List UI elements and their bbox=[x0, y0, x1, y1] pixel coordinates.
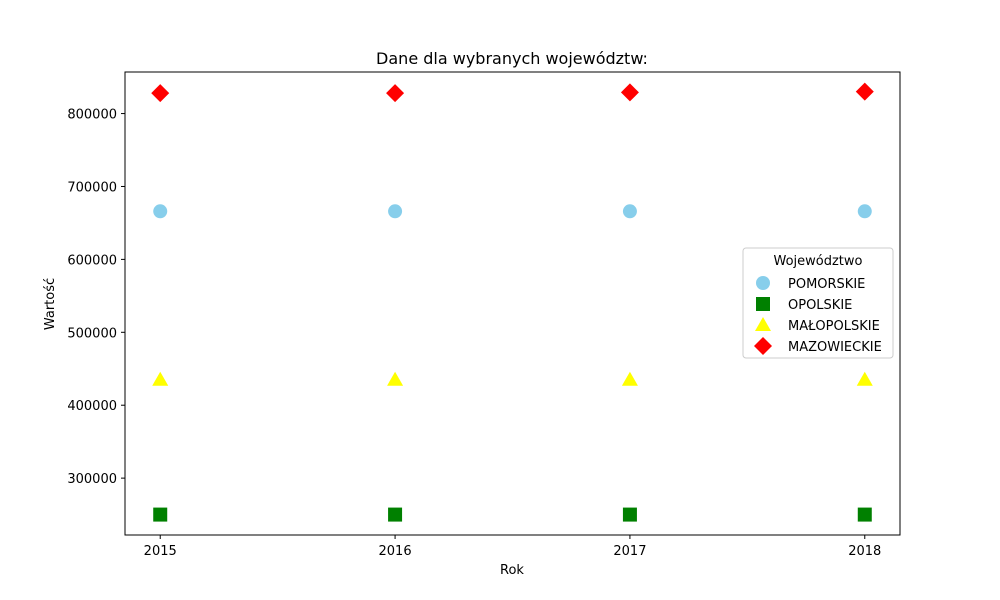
y-tick-label: 700000 bbox=[67, 180, 117, 195]
y-axis-label: Wartość bbox=[43, 278, 58, 330]
plot-frame bbox=[124, 71, 901, 536]
legend-box bbox=[742, 247, 894, 359]
data-points bbox=[151, 82, 874, 522]
y-tick-label: 600000 bbox=[67, 253, 117, 268]
legend-marker-mazowieckie bbox=[754, 337, 772, 355]
point-mazowieckie bbox=[386, 84, 405, 103]
point-opolskie bbox=[622, 507, 637, 522]
legend-label: OPOLSKIE bbox=[788, 298, 852, 313]
legend-title: Województwo bbox=[773, 254, 862, 269]
y-tick-label: 800000 bbox=[67, 108, 117, 123]
point-pomorskie bbox=[388, 204, 403, 219]
point-pomorskie bbox=[622, 204, 637, 219]
point-opolskie bbox=[153, 507, 168, 522]
point-pomorskie bbox=[857, 204, 872, 219]
point-pomorskie bbox=[153, 204, 168, 219]
axis-ticks: 2015 2016 2017 2018 300000 400000 500000 600000… bbox=[67, 108, 881, 559]
y-tick-label: 300000 bbox=[67, 472, 117, 487]
point-opolskie bbox=[388, 507, 403, 522]
y-tick-label: 400000 bbox=[67, 399, 117, 414]
point-mazowieckie bbox=[151, 84, 170, 103]
x-tick-label: 2018 bbox=[848, 544, 881, 559]
legend-marker-opolskie bbox=[756, 297, 770, 311]
legend: Województwo POMORSKIE OPOLSKIE MAŁOPOLSKIE… bbox=[742, 247, 894, 359]
point-małopolskie bbox=[152, 371, 169, 386]
x-tick-label: 2017 bbox=[613, 544, 646, 559]
x-axis-label: Rok bbox=[500, 563, 524, 578]
y-tick-label: 500000 bbox=[67, 326, 117, 341]
point-mazowieckie bbox=[855, 82, 874, 101]
point-małopolskie bbox=[621, 371, 638, 386]
point-mazowieckie bbox=[620, 83, 639, 102]
point-opolskie bbox=[857, 507, 872, 522]
x-tick-label: 2015 bbox=[144, 544, 177, 559]
legend-marker-pomorskie bbox=[756, 276, 770, 290]
chart-title: Dane dla wybranych województw: bbox=[376, 49, 648, 68]
legend-marker-małopolskie bbox=[755, 317, 771, 331]
legend-label: POMORSKIE bbox=[788, 277, 865, 292]
legend-label: MAZOWIECKIE bbox=[788, 340, 882, 355]
x-tick-label: 2016 bbox=[379, 544, 412, 559]
point-małopolskie bbox=[856, 371, 873, 386]
legend-label: MAŁOPOLSKIE bbox=[788, 319, 880, 334]
point-małopolskie bbox=[387, 371, 404, 386]
